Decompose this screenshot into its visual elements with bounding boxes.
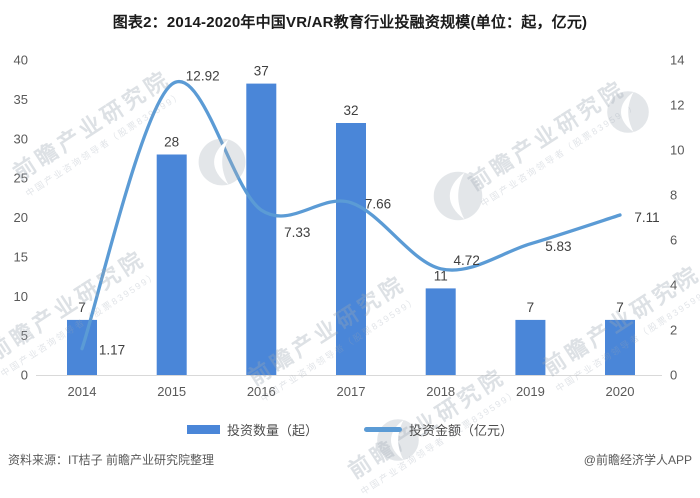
bar-swatch-icon <box>186 425 220 434</box>
line-value-label: 4.72 <box>454 253 480 268</box>
chart-card: 图表2：2014-2020年中国VR/AR教育行业投融资规模(单位：起，亿元) … <box>0 14 700 497</box>
y-axis-right-tick: 10 <box>670 143 684 158</box>
x-axis-label: 2020 <box>606 384 635 399</box>
y-axis-left-tick: 25 <box>14 171 28 186</box>
footer: 资料来源：IT桔子 前瞻产业研究院整理 @前瞻经济学人APP <box>0 451 700 468</box>
y-axis-left-tick: 40 <box>14 53 28 68</box>
y-axis-left-tick: 35 <box>14 92 28 107</box>
bar-2015 <box>156 154 187 375</box>
y-axis-right-tick: 12 <box>670 98 684 113</box>
line-value-label: 12.92 <box>186 68 220 83</box>
chart-title: 图表2：2014-2020年中国VR/AR教育行业投融资规模(单位：起，亿元) <box>112 14 588 31</box>
legend-item-bar-series: 投资数量（起） <box>186 420 318 439</box>
bar-2020 <box>605 319 635 375</box>
x-axis-label: 2018 <box>426 384 455 399</box>
line-series-path <box>80 80 622 351</box>
line-swatch-icon <box>364 427 402 432</box>
bar-2018 <box>425 288 456 375</box>
line-value-label: 7.11 <box>634 210 659 225</box>
line-value-label: 7.66 <box>365 197 391 212</box>
y-axis-left-tick: 10 <box>14 289 28 304</box>
bar-value-label: 7 <box>616 300 624 315</box>
combo-chart: 0 5 10 15 20 25 30 35 40 0 2 4 6 8 10 12 14 7 2014 28 2015 37… <box>14 53 685 400</box>
line-value-label: 1.17 <box>99 343 125 358</box>
bar-value-label: 7 <box>78 300 86 315</box>
x-axis-label: 2015 <box>157 384 186 399</box>
y-axis-right-tick: 14 <box>670 53 684 68</box>
bar-2019 <box>515 319 546 375</box>
y-axis-right-tick: 2 <box>670 323 677 338</box>
y-axis-left-tick: 0 <box>21 368 28 383</box>
y-axis-left-tick: 5 <box>21 328 28 343</box>
bar-2016 <box>246 83 277 375</box>
bar-value-label: 7 <box>527 300 535 315</box>
x-axis-label: 2019 <box>516 384 545 399</box>
y-axis-right-tick: 6 <box>670 233 677 248</box>
bar-value-label: 37 <box>254 64 269 79</box>
y-axis-right-tick: 8 <box>670 188 677 203</box>
line-value-label: 5.83 <box>545 239 571 254</box>
bar-value-label: 28 <box>164 135 179 150</box>
legend-label-line-series: 投资金额（亿元） <box>409 423 514 438</box>
bar-2017 <box>336 123 366 375</box>
bar-value-label: 11 <box>434 268 448 283</box>
legend: 投资数量（起） 投资金额（亿元） <box>0 420 700 439</box>
line-value-label: 7.33 <box>284 225 310 240</box>
source-note: 资料来源：IT桔子 前瞻产业研究院整理 <box>8 453 214 467</box>
x-axis-label: 2017 <box>337 384 366 399</box>
bar-value-label: 32 <box>343 103 358 118</box>
y-axis-left-tick: 15 <box>14 249 28 264</box>
y-axis-right-tick: 4 <box>670 278 677 293</box>
y-axis-left-tick: 20 <box>14 210 28 225</box>
legend-label-bar-series: 投资数量（起） <box>226 423 318 438</box>
y-axis-left-tick: 30 <box>14 131 28 146</box>
credit-note: @前瞻经济学人APP <box>583 453 692 467</box>
legend-item-line-series: 投资金额（亿元） <box>364 420 513 439</box>
x-axis-label: 2016 <box>247 384 276 399</box>
x-axis-label: 2014 <box>68 384 97 399</box>
y-axis-right-tick: 0 <box>670 368 677 383</box>
